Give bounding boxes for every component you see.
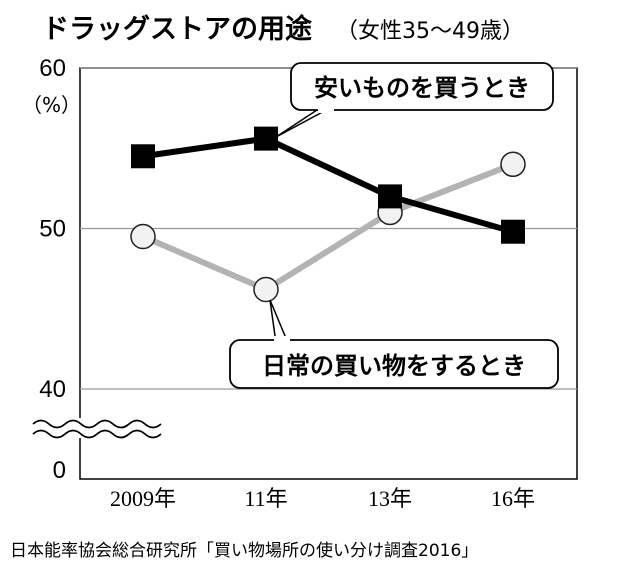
x-tick-label: 13年 [368,486,412,511]
series-label-cheap: 安いものを買うとき [314,74,530,102]
y-tick-label-0: 0 [53,457,66,484]
x-tick-label: 11年 [244,486,287,511]
callout-daily: 日常の買い物をするとき [229,299,559,389]
y-tick-label-60: 60 [39,55,66,82]
data-point [501,219,525,244]
series-line-daily [141,161,515,293]
data-point [378,184,402,209]
y-tick-label-50: 50 [39,216,66,243]
callout-cheap: 安いものを買うとき [275,62,554,138]
data-point [253,276,279,303]
y-axis-unit: （%） [22,93,81,117]
source-note: 日本能率協会総合研究所「買い物場所の使い分け調査2016」 [10,540,478,561]
plot-frame [79,67,578,480]
series-markers-daily [130,151,526,303]
x-axis-ticks: 2009年 11年 13年 16年 [110,486,535,511]
data-point [130,223,156,250]
data-point [131,144,155,169]
axis-break-icon [30,418,162,439]
chart-subtitle: （女性35〜49歳） [336,19,524,44]
series-markers-cheap [131,126,525,244]
series-line-cheap [142,135,514,235]
data-point [254,126,278,151]
series-label-daily: 日常の買い物をするとき [262,352,526,380]
x-tick-label: 2009年 [110,486,176,511]
y-tick-label-40: 40 [39,376,66,403]
data-point [500,151,526,178]
x-tick-label: 16年 [491,486,535,511]
chart-title: ドラッグストアの用途 [42,13,313,45]
